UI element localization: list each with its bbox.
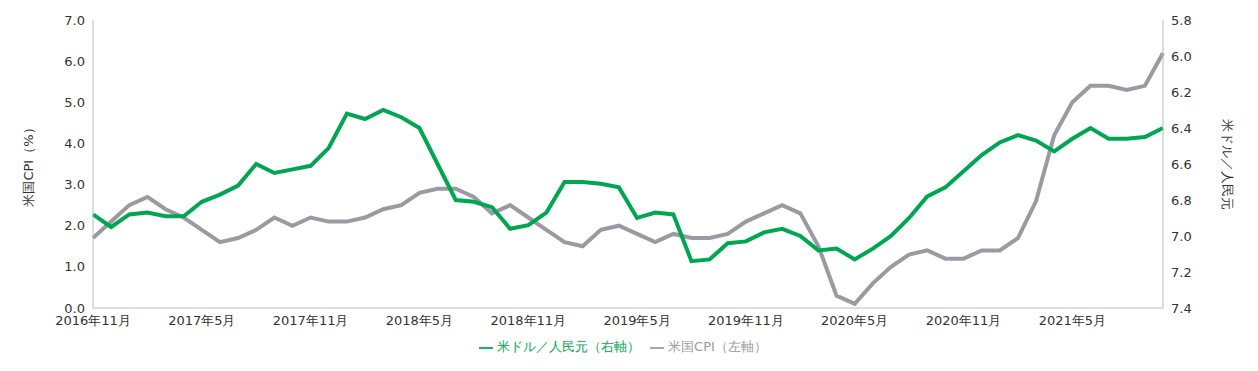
html-text:米ドル／人民元（右軸）: 米ドル／人民元（右軸） — [497, 339, 641, 354]
svg-text:7.0: 7.0 — [1171, 229, 1192, 244]
svg-text:2018年11月: 2018年11月 — [490, 313, 566, 328]
svg-text:6.6: 6.6 — [1171, 157, 1192, 172]
svg-text:米ドル／人民元: 米ドル／人民元 — [1220, 119, 1235, 210]
svg-text:2020年11月: 2020年11月 — [926, 313, 1002, 328]
svg-text:0.0: 0.0 — [64, 301, 85, 316]
svg-text:6.4: 6.4 — [1171, 121, 1192, 136]
svg-text:5.0: 5.0 — [64, 95, 85, 110]
svg-text:2017年5月: 2017年5月 — [168, 313, 235, 328]
svg-text:7.4: 7.4 — [1171, 301, 1192, 316]
svg-text:米国CPI（%）: 米国CPI（%） — [21, 121, 36, 206]
svg-text:6.2: 6.2 — [1171, 85, 1192, 100]
svg-text:2021年5月: 2021年5月 — [1039, 313, 1106, 328]
svg-text:7.0: 7.0 — [64, 13, 85, 28]
svg-text:3.0: 3.0 — [64, 177, 85, 192]
svg-text:4.0: 4.0 — [64, 136, 85, 151]
svg-text:2018年5月: 2018年5月 — [386, 313, 453, 328]
svg-text:5.8: 5.8 — [1171, 13, 1192, 28]
svg-text:6.8: 6.8 — [1171, 193, 1192, 208]
svg-text:2020年5月: 2020年5月 — [821, 313, 888, 328]
svg-text:2019年11月: 2019年11月 — [708, 313, 784, 328]
svg-text:2019年5月: 2019年5月 — [603, 313, 670, 328]
html-text:米国CPI（左軸）: 米国CPI（左軸） — [668, 339, 767, 354]
svg-text:6.0: 6.0 — [1171, 49, 1192, 64]
svg-text:2016年11月: 2016年11月 — [55, 313, 131, 329]
svg-text:2017年11月: 2017年11月 — [273, 313, 349, 328]
svg-text:7.2: 7.2 — [1171, 265, 1192, 280]
svg-text:1.0: 1.0 — [64, 259, 85, 274]
svg-text:2.0: 2.0 — [64, 218, 85, 233]
svg-text:6.0: 6.0 — [64, 54, 85, 69]
